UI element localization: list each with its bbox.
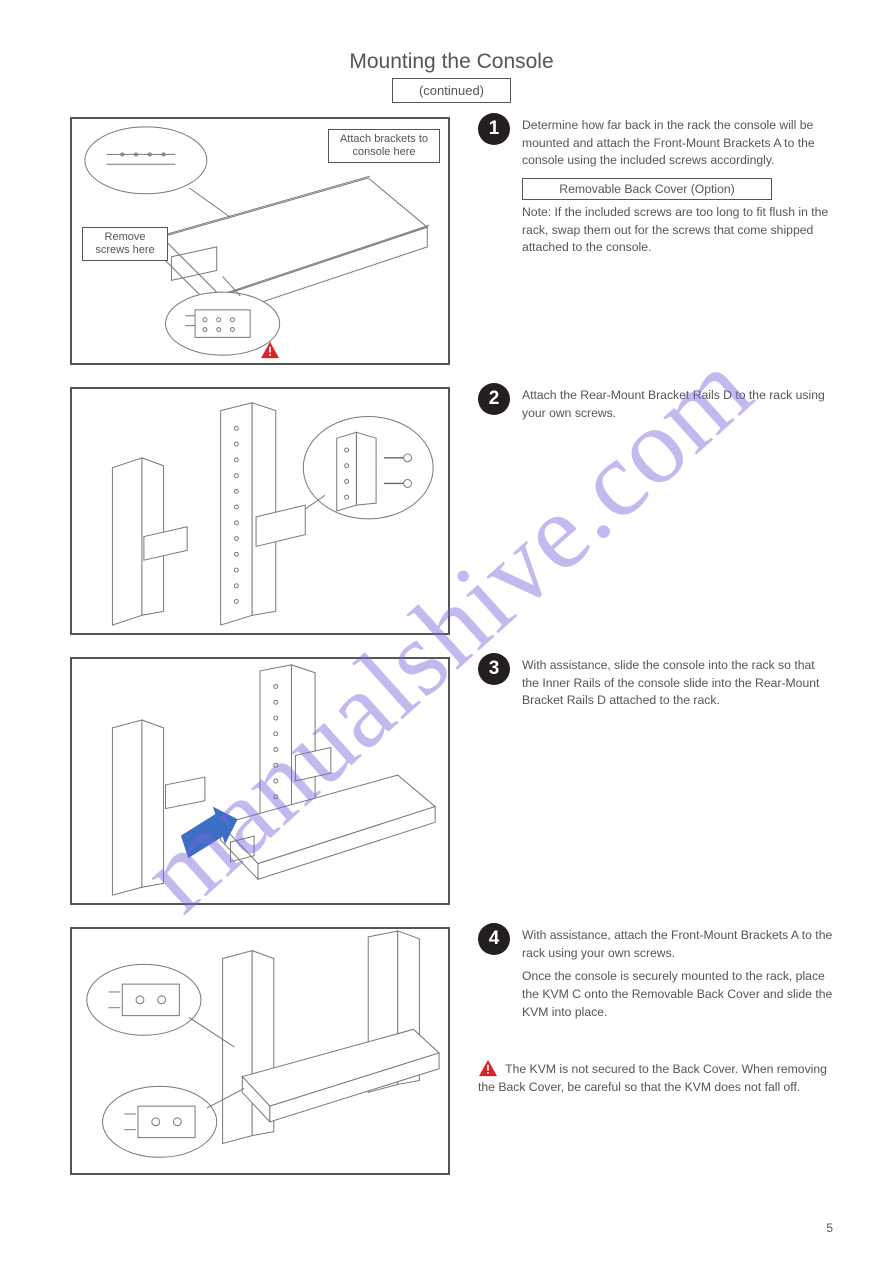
option-box: Removable Back Cover (Option): [522, 178, 772, 200]
step-text: With assistance, attach the Front-Mount …: [522, 927, 833, 962]
step-number-badge: 3: [478, 653, 510, 685]
figure-label: Attach brackets toconsole here: [328, 129, 440, 163]
figure-step-4: [70, 927, 450, 1175]
step-row: 3 With assistance, slide the console int…: [70, 657, 833, 905]
figure-label: Removescrews here: [82, 227, 168, 261]
step-text: Attach the Rear-Mount Bracket Rails D to…: [522, 387, 833, 422]
warning-text: The KVM is not secured to the Back Cover…: [478, 1062, 827, 1094]
figure-step-3: [70, 657, 450, 905]
step-row: 2 Attach the Rear-Mount Bracket Rails D …: [70, 387, 833, 635]
step-text: Once the console is securely mounted to …: [522, 968, 833, 1021]
step-text: Determine how far back in the rack the c…: [522, 117, 833, 170]
continued-badge: (continued): [392, 78, 511, 103]
figure-step-2: [70, 387, 450, 635]
step-note: Note: If the included screws are too lon…: [522, 204, 833, 257]
step-number-badge: 4: [478, 923, 510, 955]
step-row: Attach brackets toconsole here Removescr…: [70, 117, 833, 365]
step-number-badge: 1: [478, 113, 510, 145]
figure-step-1: Attach brackets toconsole here Removescr…: [70, 117, 450, 365]
step-row: 4 With assistance, attach the Front-Moun…: [70, 927, 833, 1175]
page-number: 5: [826, 1221, 833, 1235]
step-number-badge: 2: [478, 383, 510, 415]
warning-icon: [478, 1059, 498, 1077]
section-title: Mounting the Console: [70, 50, 833, 74]
section-header: Mounting the Console (continued): [70, 50, 833, 103]
warning-note: The KVM is not secured to the Back Cover…: [478, 1059, 833, 1096]
step-text: With assistance, slide the console into …: [522, 657, 833, 710]
warning-icon: [260, 341, 280, 359]
